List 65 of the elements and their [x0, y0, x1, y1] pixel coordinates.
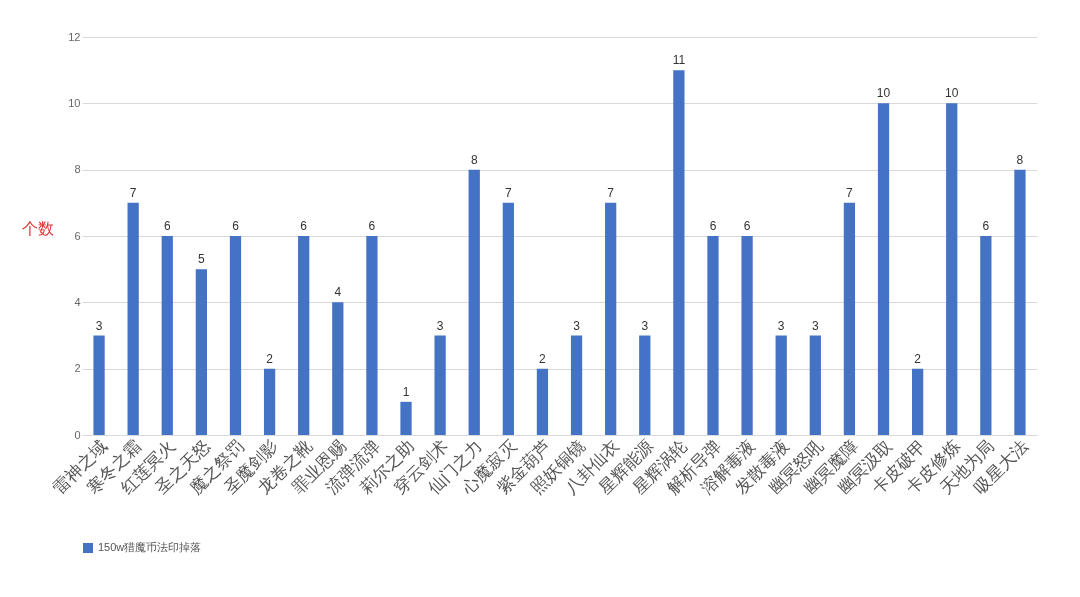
bar [263, 368, 276, 435]
bar [400, 401, 412, 435]
bar [1014, 169, 1026, 435]
data-label: 3 [95, 318, 103, 333]
bar [502, 202, 514, 435]
y-tick-label: 12 [68, 30, 81, 43]
data-label: 8 [470, 152, 478, 167]
bar [980, 236, 992, 435]
data-label: 6 [743, 219, 751, 233]
bar [912, 368, 924, 435]
data-label: 6 [232, 219, 240, 233]
bar [93, 335, 105, 435]
y-tick-label: 10 [68, 96, 81, 109]
data-label: 3 [811, 318, 819, 333]
bar [332, 302, 344, 435]
y-tick-label: 4 [74, 295, 81, 308]
data-label: 3 [436, 318, 444, 333]
bar [161, 236, 173, 435]
data-label: 7 [505, 185, 512, 200]
data-label: 6 [163, 219, 171, 233]
y-tick-label: 2 [74, 362, 81, 375]
bar [946, 103, 958, 435]
bar [741, 236, 753, 435]
data-label: 11 [672, 53, 686, 68]
data-label: 3 [777, 318, 785, 333]
bar [195, 269, 207, 435]
bar [809, 335, 821, 435]
data-label: 3 [641, 318, 649, 333]
data-label: 1 [402, 384, 410, 399]
bar [673, 70, 685, 435]
data-label: 6 [368, 219, 376, 233]
data-label: 3 [573, 318, 581, 333]
bar [298, 236, 310, 435]
data-label: 7 [607, 185, 615, 200]
data-label: 7 [846, 185, 854, 200]
data-label: 6 [300, 219, 308, 233]
legend-label: 150w猎魔币法印掉落 [98, 541, 202, 553]
data-label: 4 [334, 285, 342, 300]
bar [775, 335, 787, 435]
data-label: 2 [914, 351, 922, 366]
y-tick-label: 6 [74, 229, 81, 242]
bar [570, 335, 583, 435]
data-label: 10 [945, 86, 959, 101]
data-label: 7 [129, 185, 137, 200]
bar [843, 202, 856, 435]
data-label: 10 [876, 86, 891, 101]
bar [468, 169, 480, 435]
data-label: 8 [1016, 152, 1024, 167]
bar [229, 236, 242, 435]
y-tick-label: 0 [74, 428, 81, 441]
bar [127, 202, 139, 435]
data-label: 2 [266, 351, 274, 366]
bar [434, 335, 446, 435]
bar [877, 103, 890, 435]
y-tick-label: 8 [74, 163, 81, 176]
data-label: 2 [539, 351, 547, 366]
data-label: 5 [198, 252, 206, 267]
bar [707, 236, 719, 435]
data-label: 6 [709, 219, 717, 233]
y-axis-title: 个数 [22, 218, 55, 238]
bar [366, 236, 378, 435]
bar [639, 335, 651, 435]
bar [536, 368, 549, 435]
data-label: 6 [982, 219, 990, 233]
bar [605, 202, 617, 435]
